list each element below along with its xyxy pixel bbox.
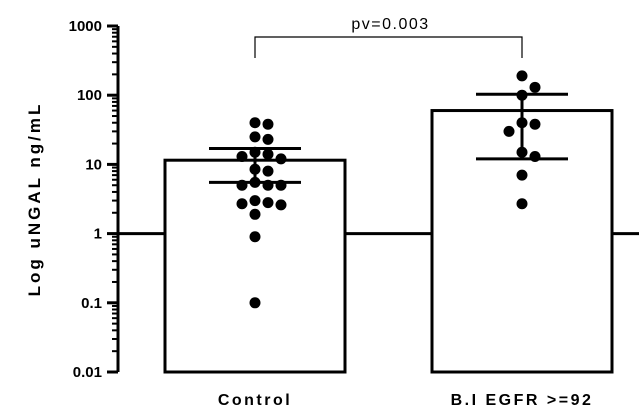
y-tick-label: 0.1: [81, 295, 102, 312]
y-tick-label: 1000: [69, 18, 102, 35]
bracket-line: [254, 36, 523, 58]
data-point: [262, 118, 274, 130]
y-tick-label: 10: [85, 156, 102, 173]
p-value-label: pv=0.003: [351, 16, 429, 33]
data-point: [529, 118, 541, 130]
data-point: [262, 197, 274, 209]
data-point: [249, 117, 261, 129]
error-bars: [209, 92, 568, 184]
data-point: [275, 199, 287, 211]
significance-bracket: pv=0.003: [254, 16, 523, 58]
data-point: [516, 70, 528, 82]
data-point: [275, 153, 287, 165]
data-point: [249, 231, 261, 243]
data-point: [529, 81, 541, 93]
x-category-label: B.I EGFR >=92: [451, 392, 594, 409]
data-point: [503, 125, 515, 137]
data-point: [262, 148, 274, 160]
y-tick-label: 0.01: [73, 364, 102, 381]
data-point: [236, 198, 248, 210]
data-point: [249, 297, 261, 309]
y-axis: 1000 100 10 1 0.1 0.01: [69, 18, 120, 381]
data-point: [516, 169, 528, 181]
y-tick-label: 1: [94, 226, 102, 243]
data-point: [236, 151, 248, 163]
y-tick-label: 100: [77, 87, 102, 104]
data-point: [249, 195, 261, 207]
data-point: [516, 198, 528, 210]
x-category-label: Control: [218, 392, 292, 409]
data-point: [249, 208, 261, 220]
labels: Control B.I EGFR >=92 Log uNGAL ng/mL: [25, 102, 594, 409]
y-axis-title: Log uNGAL ng/mL: [25, 102, 44, 297]
bar-control: [163, 158, 347, 374]
data-point: [262, 165, 274, 177]
data-point: [249, 131, 261, 143]
data-point: [262, 133, 274, 145]
